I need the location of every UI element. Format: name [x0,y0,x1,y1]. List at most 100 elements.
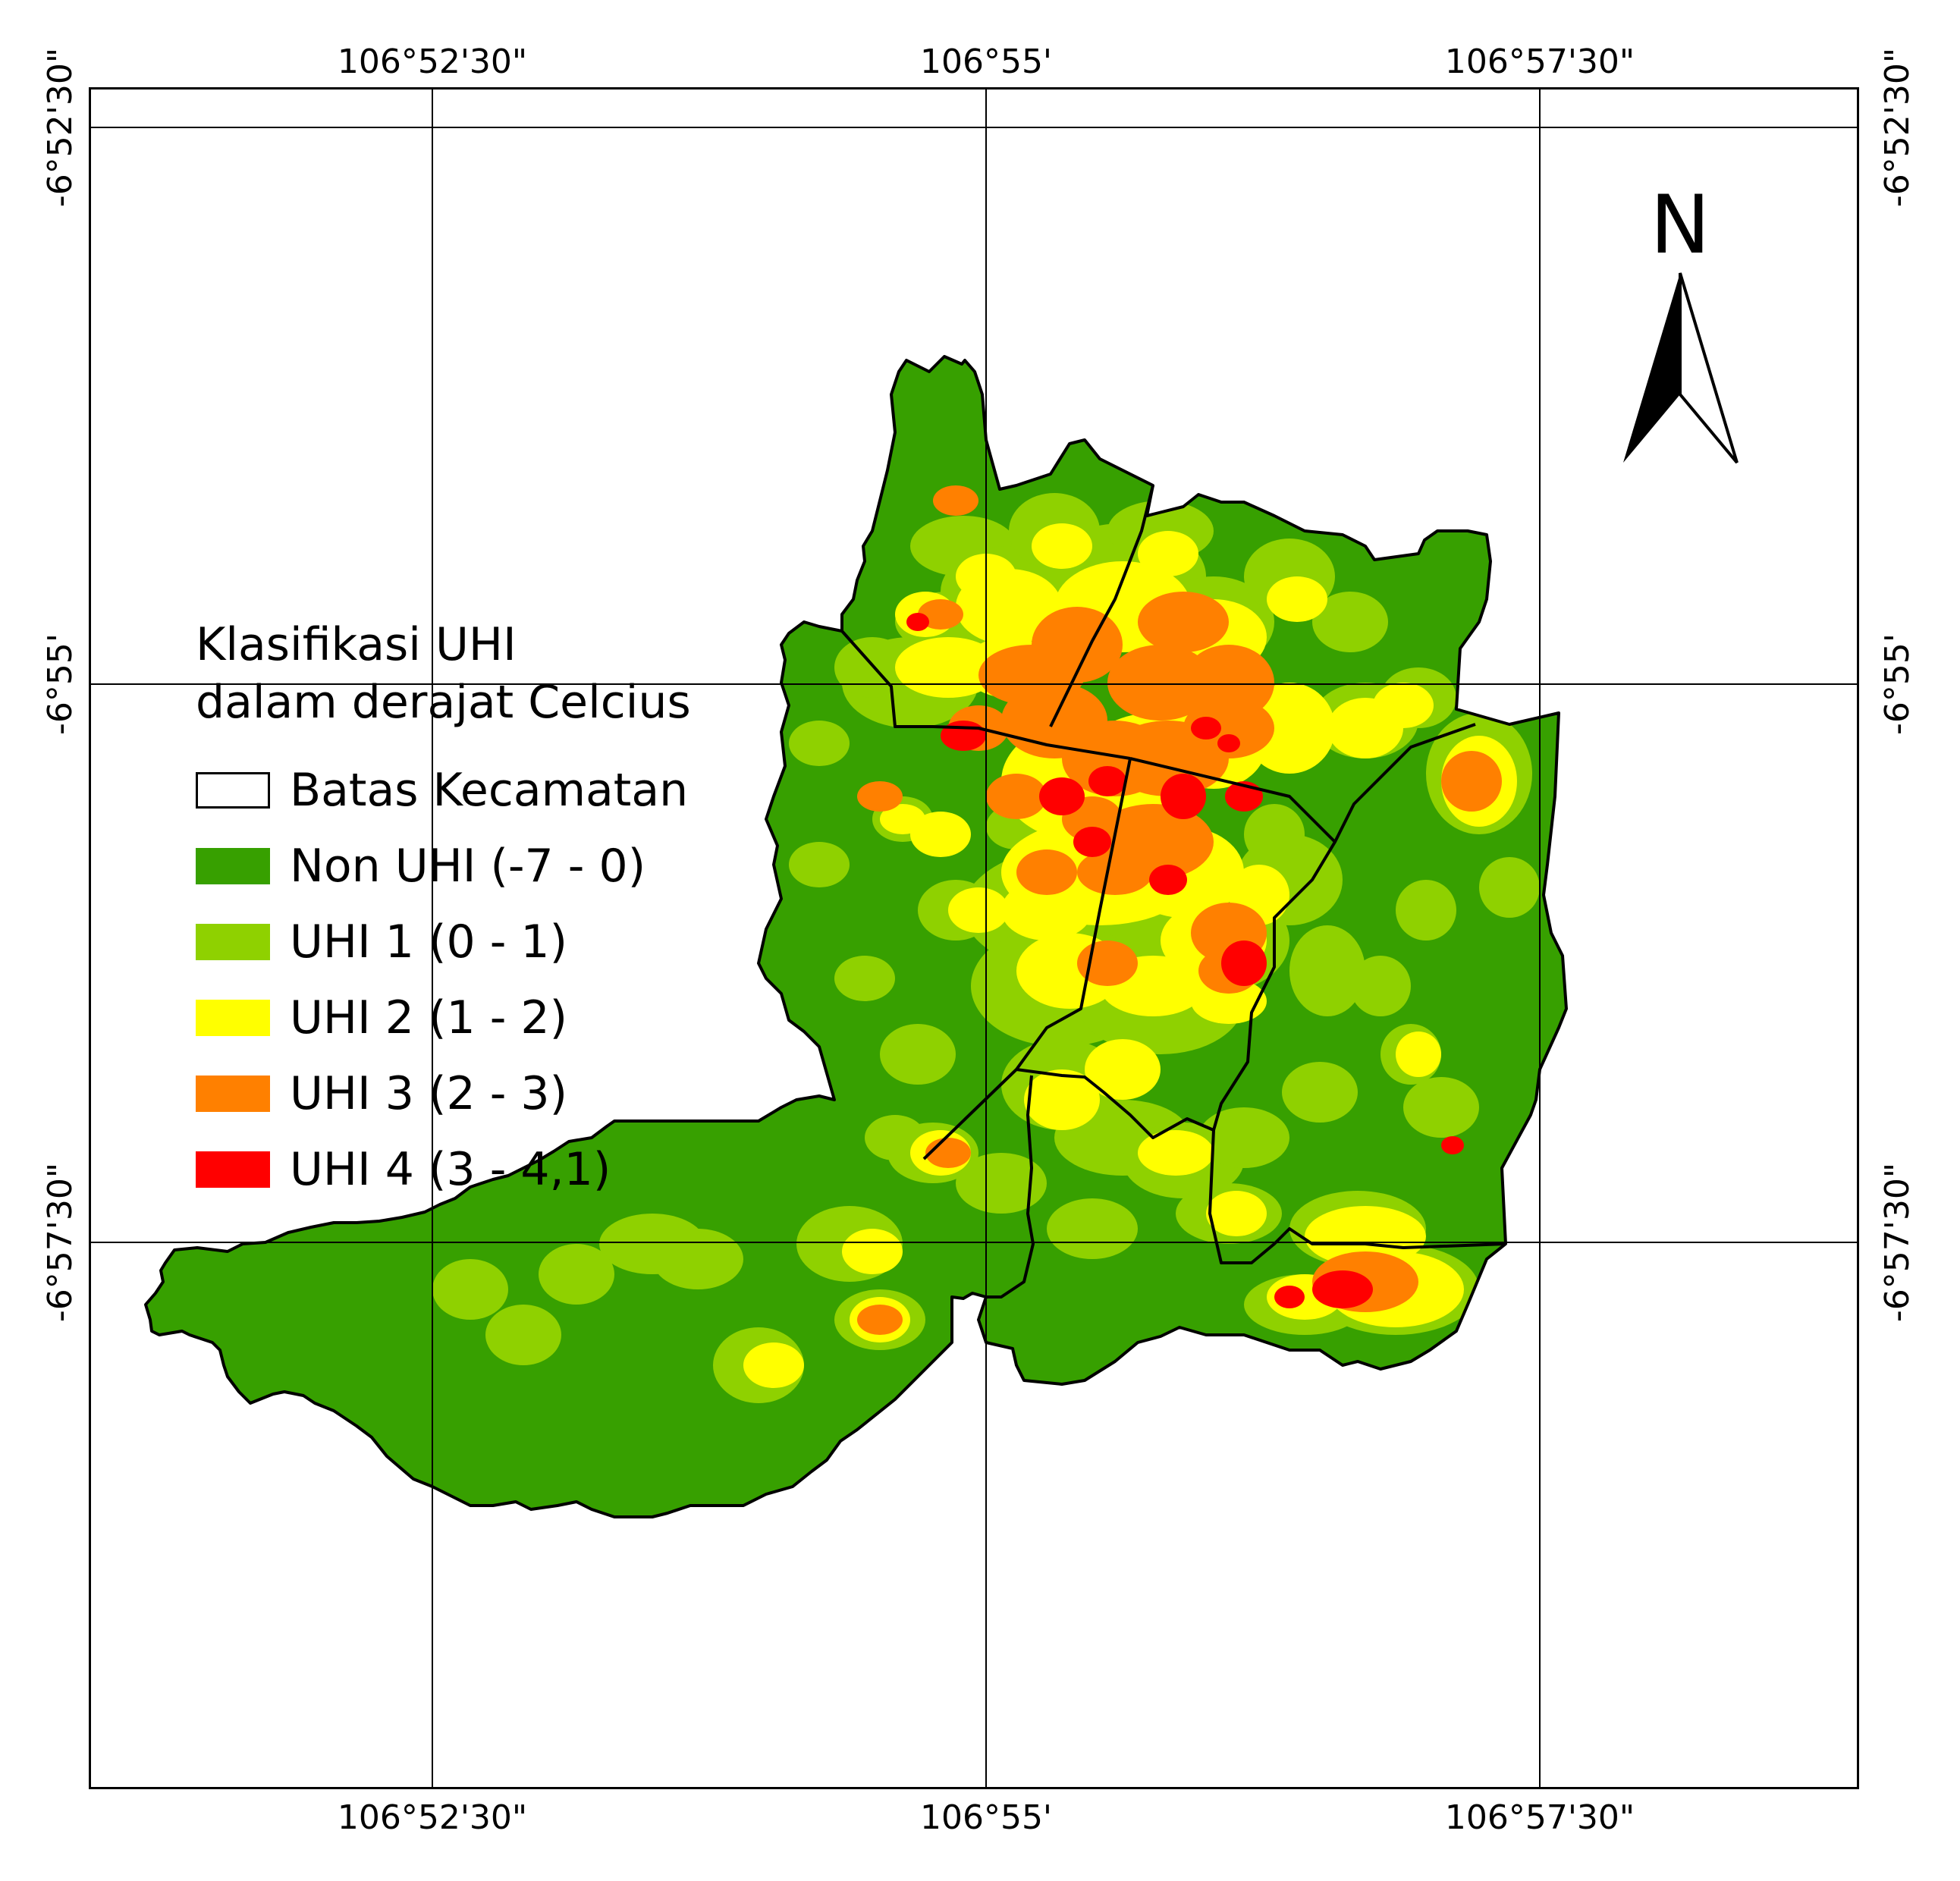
uhi1-patch [789,721,850,766]
uhi1-patch [599,1214,705,1274]
legend: Klasifikasi UHI dalam derajat Celcius Ba… [196,616,691,1207]
uhi3-patch [857,781,903,812]
uhi2-patch [1191,978,1267,1024]
north-arrow-icon: N [1623,178,1739,464]
district-border [1208,723,1506,1264]
uhi4-patch [1312,1270,1373,1308]
legend-swatch-uhi2 [196,1000,270,1036]
uhi2-patch [842,1229,903,1274]
uhi4-patch [1274,1286,1305,1308]
uhi4-patch [906,613,929,631]
district-border [1016,1068,1214,1139]
uhi1-patch [1244,804,1305,865]
longitude-label-top: 106°52'30" [337,42,528,81]
uhi1-patch [539,1244,614,1305]
legend-title: Klasifikasi UHI dalam derajat Celcius [196,618,691,729]
uhi4-patch [1221,940,1267,986]
legend-label: Batas Kecamatan [290,764,689,817]
legend-item-uhi2: UHI 2 (1 - 2) [196,980,691,1056]
uhi3-patch [1183,645,1274,721]
district-border [1049,485,1154,727]
uhi3-patch [986,774,1047,819]
uhi-hotspots [432,485,1540,1403]
region-outline [144,355,1568,1518]
uhi4-patch [1039,777,1085,815]
longitude-label-bottom: 106°52'30" [337,1798,528,1837]
uhi2-patch [1206,1191,1267,1236]
uhi4-patch [941,721,986,751]
uhi2-patch [1138,1130,1214,1176]
uhi4-patch [1161,774,1206,819]
uhi3-patch [1138,592,1229,652]
uhi1-patch [789,842,850,887]
uhi2-patch [1085,1039,1161,1100]
uhi1-patch [880,1024,956,1085]
uhi2-patch [1024,1069,1100,1130]
district-border [986,1075,1035,1298]
uhi3-patch [1107,645,1214,721]
uhi1-patch [1403,1077,1479,1138]
uhi4-patch [1441,1136,1464,1154]
legend-label: Non UHI (-7 - 0) [290,840,646,893]
uhi3-patch [1441,751,1502,812]
uhi2-patch [1267,576,1327,622]
district-border [1129,757,1337,843]
uhi2-patch [910,812,971,857]
uhi1-patch [485,1305,561,1365]
graticule [89,87,1859,1789]
legend-item-uhi4: UHI 4 (3 - 4,1) [196,1132,691,1207]
uhi1-patch [1396,880,1456,940]
legend-items: Batas Kecamatan Non UHI (-7 - 0) UHI 1 (… [196,752,691,1207]
uhi4-patch [1191,717,1221,740]
district-boundaries [144,355,1568,1518]
uhi1-patch [834,637,910,698]
uhi2-patch [1032,523,1092,569]
uhi4-patch [1073,827,1111,857]
north-arrow-light-half [1679,272,1739,464]
uhi2-patch [1396,1032,1441,1077]
longitude-label-bottom: 106°55' [919,1798,1053,1837]
uhi2-patch [1373,683,1434,728]
uhi3-patch [1077,849,1153,895]
legend-swatch-uhi4 [196,1151,270,1188]
legend-item-uhi3: UHI 3 (2 - 3) [196,1056,691,1132]
uhi1-patch [1289,925,1365,1016]
uhi1-patch [1047,1198,1138,1259]
legend-item-batas-kecamatan: Batas Kecamatan [196,752,691,828]
uhi1-patch [1312,592,1388,652]
north-arrow-dark-half [1623,273,1680,463]
legend-label: UHI 4 (3 - 4,1) [290,1143,611,1196]
north-label: N [1650,186,1710,272]
uhi1-patch [1198,1107,1289,1168]
legend-item-uhi1: UHI 1 (0 - 1) [196,904,691,980]
district-border [840,630,1131,760]
uhi1-patch [834,956,895,1001]
legend-swatch-non-uhi [196,848,270,884]
uhi3-patch [1016,849,1077,895]
north-arrow: N [1608,178,1752,474]
uhi4-patch [1149,865,1187,895]
longitude-label-top: 106°55' [919,42,1053,81]
uhi4-patch [1088,766,1126,796]
uhi1-patch [956,1153,1047,1214]
uhi2-patch [743,1342,804,1388]
longitude-label-bottom: 106°57'30" [1444,1798,1635,1837]
uhi2-patch [1001,880,1092,940]
uhi1-patch [432,1259,508,1320]
map-frame [89,87,1859,1789]
legend-label: UHI 2 (1 - 2) [290,991,568,1044]
uhi4-patch [1217,734,1240,752]
uhi2-patch [948,887,1009,933]
uhi3-patch [933,485,978,516]
uhi2-patch [1138,531,1198,576]
legend-label: UHI 1 (0 - 1) [290,915,568,969]
uhi2-patch [1244,683,1335,774]
legend-swatch-uhi1 [196,924,270,960]
uhi2-patch [880,804,925,834]
uhi1-patch [865,1115,925,1160]
longitude-label-top: 106°57'30" [1444,42,1635,81]
legend-swatch-boundary [196,772,270,809]
uhi1-patch [1479,857,1540,918]
uhi1-patch [1282,1062,1358,1123]
